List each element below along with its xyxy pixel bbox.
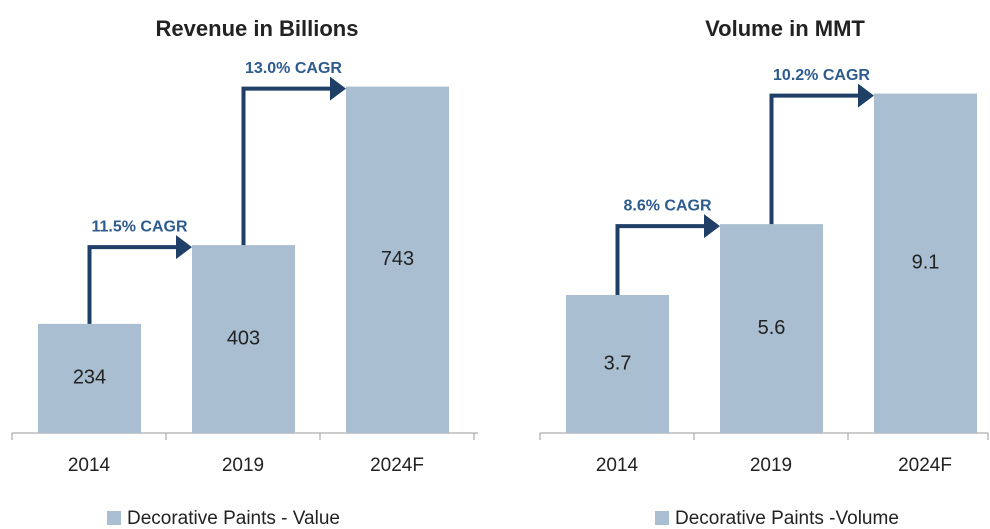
chart-title: Volume in MMT (705, 16, 865, 41)
x-tick-label: 2019 (750, 455, 792, 476)
x-tick-label: 2014 (68, 455, 111, 476)
bar (720, 224, 823, 433)
x-tick-label: 2024F (898, 455, 952, 476)
data-label: 403 (227, 327, 260, 349)
bar (346, 86, 449, 434)
cagr-arrow (241, 76, 346, 246)
legend-label: Decorative Paints -Volume (675, 508, 899, 529)
bar (874, 93, 977, 433)
cagr-label: 8.6% CAGR (623, 197, 711, 214)
bar (566, 294, 669, 433)
legend-swatch (107, 511, 121, 525)
data-label: 9.1 (912, 252, 940, 274)
x-tick-label: 2019 (222, 455, 264, 476)
data-label: 3.7 (604, 352, 632, 374)
cagr-label: 13.0% CAGR (245, 60, 342, 77)
data-label: 5.6 (758, 317, 786, 339)
x-tick-label: 2014 (596, 455, 639, 476)
cagr-arrow (615, 214, 720, 295)
bar (38, 323, 141, 433)
x-tick-label: 2024F (370, 455, 424, 476)
cagr-label: 11.5% CAGR (91, 218, 187, 235)
data-label: 743 (381, 248, 414, 270)
cagr-label: 10.2% CAGR (773, 67, 870, 84)
data-label: 234 (73, 367, 106, 389)
legend-swatch (655, 511, 669, 525)
chart-title: Revenue in Billions (156, 16, 359, 41)
bar (192, 245, 295, 433)
cagr-arrow (769, 83, 874, 225)
cagr-arrow (87, 235, 192, 324)
legend-label: Decorative Paints - Value (127, 508, 340, 529)
